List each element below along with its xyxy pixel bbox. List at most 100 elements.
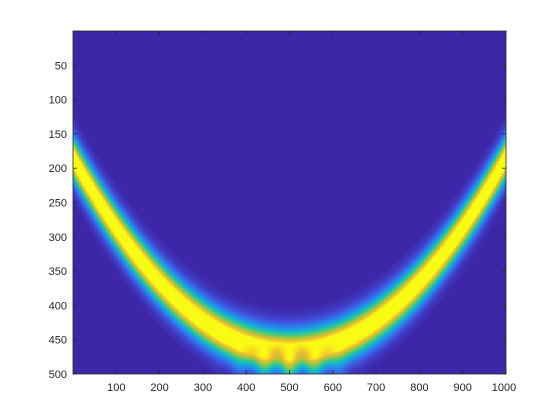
heatmap-cell: [301, 346, 305, 349]
heatmap-cell: [239, 322, 242, 325]
heatmap-cell: [183, 276, 186, 279]
heatmap-cell: [123, 212, 126, 216]
heatmap-cell: [189, 352, 192, 355]
heatmap-cell: [147, 292, 150, 295]
heatmap-cell: [309, 330, 313, 333]
heatmap-cell: [93, 192, 96, 196]
heatmap-cell: [111, 202, 114, 206]
heatmap-cell: [183, 340, 186, 343]
heatmap-cell: [241, 308, 244, 311]
heatmap-cell: [91, 170, 94, 174]
heatmap-cell: [289, 338, 293, 341]
heatmap-cell: [173, 316, 176, 319]
heatmap-cell: [125, 246, 128, 249]
heatmap-cell: [241, 338, 244, 341]
heatmap-cell: [311, 322, 315, 325]
heatmap-cell: [125, 206, 128, 210]
heatmap-cell: [263, 372, 267, 374]
heatmap-cell: [165, 316, 168, 319]
heatmap-cell: [207, 362, 210, 365]
heatmap-cell: [301, 316, 305, 319]
heatmap-cell: [115, 194, 118, 198]
heatmap-cell: [121, 208, 124, 212]
heatmap-cell: [103, 226, 106, 230]
heatmap-cell: [83, 144, 86, 148]
heatmap-cell: [85, 156, 88, 160]
heatmap-cell: [155, 250, 158, 253]
heatmap-cell: [215, 360, 218, 363]
heatmap-cell: [109, 178, 112, 182]
heatmap-cell: [193, 318, 196, 321]
heatmap-cell: [163, 304, 166, 307]
heatmap-cell: [261, 328, 265, 331]
heatmap-cell: [225, 332, 228, 335]
heatmap-cell: [127, 232, 130, 235]
heatmap-cell: [217, 362, 220, 365]
heatmap-cell: [233, 364, 236, 367]
heatmap-cell: [85, 142, 88, 146]
heatmap-cell: [207, 344, 210, 347]
heatmap-cell: [187, 266, 190, 269]
heatmap-cell: [77, 178, 80, 182]
heatmap-cell: [203, 302, 206, 305]
heatmap-cell: [133, 292, 136, 295]
heatmap-cell: [243, 316, 246, 319]
heatmap-cell: [235, 322, 238, 325]
heatmap-cell: [109, 184, 112, 188]
heatmap-cell: [183, 272, 186, 275]
heatmap-cell: [137, 218, 140, 222]
heatmap-cell: [271, 366, 275, 369]
heatmap-cell: [213, 296, 216, 299]
heatmap-cell: [211, 344, 214, 347]
heatmap-cell: [183, 324, 186, 327]
heatmap-cell: [117, 218, 120, 222]
heatmap-cell: [131, 286, 134, 289]
heatmap-cell: [137, 258, 140, 261]
heatmap-cell: [163, 292, 166, 295]
heatmap-cell: [193, 316, 196, 319]
heatmap-cell: [159, 240, 162, 243]
heatmap-cell: [157, 292, 160, 295]
heatmap-cell: [181, 288, 184, 291]
heatmap-cell: [219, 314, 222, 317]
heatmap-cell: [173, 324, 176, 327]
heatmap-cell: [239, 360, 242, 363]
heatmap-cell: [199, 282, 202, 285]
heatmap-cell: [299, 358, 303, 361]
heatmap-cell: [323, 334, 327, 337]
heatmap-cell: [131, 248, 134, 251]
heatmap-cell: [249, 316, 253, 319]
heatmap-cell: [193, 332, 196, 335]
heatmap-cell: [283, 358, 287, 361]
heatmap-cell: [133, 264, 136, 267]
heatmap-cell: [225, 362, 228, 365]
heatmap-cell: [211, 362, 214, 365]
heatmap-cell: [223, 300, 226, 303]
heatmap-cell: [157, 312, 160, 315]
heatmap-cell: [295, 316, 299, 319]
heatmap-cell: [167, 284, 170, 287]
heatmap-cell: [197, 312, 200, 315]
heatmap-cell: [261, 320, 265, 323]
heatmap-cell: [181, 320, 184, 323]
heatmap-cell: [303, 320, 307, 323]
heatmap-cell: [103, 202, 106, 206]
heatmap-cell: [245, 354, 248, 357]
heatmap-cell: [117, 212, 120, 216]
heatmap-cell: [265, 368, 269, 371]
heatmap-cell: [219, 362, 222, 365]
heatmap-cell: [313, 362, 317, 365]
heatmap-cell: [225, 310, 228, 313]
heatmap-cell: [111, 246, 114, 249]
heatmap-cell: [163, 274, 166, 277]
heatmap-cell: [135, 240, 138, 243]
heatmap-cell: [119, 266, 122, 269]
heatmap-cell: [199, 306, 202, 309]
heatmap-cell: [77, 150, 80, 154]
heatmap-cell: [85, 176, 88, 180]
heatmap-cell: [209, 320, 212, 323]
heatmap-cell: [279, 332, 283, 335]
heatmap-cell: [179, 290, 182, 293]
heatmap-cell: [91, 232, 94, 235]
heatmap-cell: [83, 194, 86, 198]
